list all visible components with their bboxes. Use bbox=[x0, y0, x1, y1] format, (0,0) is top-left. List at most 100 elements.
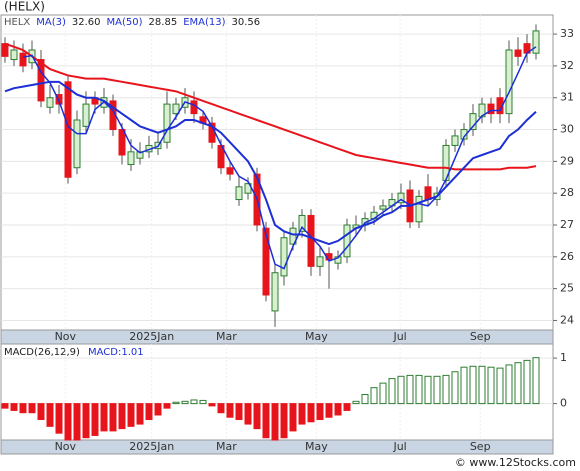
legend-text: 30.56 bbox=[232, 17, 261, 28]
candle-body bbox=[514, 49, 522, 57]
y-tick-label: 31 bbox=[560, 91, 574, 104]
x-tick-label: May bbox=[305, 440, 328, 453]
ma-line bbox=[4, 80, 537, 246]
x-tick-label: Nov bbox=[55, 440, 77, 453]
macd-bar bbox=[1, 403, 9, 409]
macd-bar bbox=[316, 403, 324, 421]
macd-bar bbox=[343, 403, 351, 411]
candle-body bbox=[37, 59, 45, 102]
macd-bar bbox=[460, 366, 468, 405]
candle-body bbox=[118, 129, 126, 156]
y-tick-label: 26 bbox=[560, 250, 574, 263]
macd-bar bbox=[451, 371, 459, 405]
candle-body bbox=[379, 205, 387, 210]
macd-bar bbox=[514, 362, 522, 405]
macd-bar bbox=[352, 400, 360, 405]
x-tick-label: Jul bbox=[392, 330, 406, 343]
candle-body bbox=[487, 103, 495, 115]
macd-bar bbox=[10, 403, 18, 411]
y-tick-label: 25 bbox=[560, 282, 574, 295]
candle-body bbox=[397, 192, 405, 204]
macd-bar bbox=[334, 403, 342, 416]
macd-bar bbox=[181, 400, 189, 405]
y-tick-label: 28 bbox=[560, 186, 574, 199]
y-tick-label: 24 bbox=[560, 313, 574, 326]
macd-bar bbox=[73, 403, 81, 441]
candle-body bbox=[226, 167, 234, 175]
macd-value: MACD:1.01 bbox=[88, 347, 144, 358]
macd-bar bbox=[406, 374, 414, 405]
macd-bar bbox=[172, 401, 180, 405]
candle-body bbox=[1, 43, 9, 57]
candle-body bbox=[46, 97, 54, 108]
y-tick-label: 27 bbox=[560, 218, 574, 231]
macd-bar bbox=[307, 403, 315, 423]
y-tick-label: 30 bbox=[560, 123, 574, 136]
candle-body bbox=[298, 214, 306, 232]
candle-body bbox=[127, 151, 135, 166]
y-tick-label: 0 bbox=[560, 397, 567, 410]
macd-bar bbox=[208, 403, 216, 407]
x-tick-label: 2025Jan bbox=[129, 440, 174, 453]
macd-bar bbox=[433, 375, 441, 405]
candle-body bbox=[10, 49, 18, 61]
macd-bar bbox=[532, 357, 540, 405]
macd-bar bbox=[19, 403, 27, 414]
macd-bar bbox=[37, 403, 45, 421]
macd-bar bbox=[262, 403, 270, 439]
candle-body bbox=[280, 237, 288, 277]
macd-bar bbox=[190, 399, 198, 405]
x-tick-label: Mar bbox=[216, 330, 237, 343]
macd-bar bbox=[280, 403, 288, 439]
macd-bar bbox=[271, 403, 279, 441]
macd-bar bbox=[496, 367, 504, 405]
legend-text: MA(50) bbox=[107, 17, 143, 28]
x-tick-label: May bbox=[305, 330, 328, 343]
macd-bar bbox=[361, 394, 369, 405]
macd-bar bbox=[28, 403, 36, 414]
legend-text: HELX bbox=[4, 17, 30, 28]
macd-bar bbox=[136, 403, 144, 425]
macd-bar bbox=[109, 403, 117, 432]
x-tick-label: Sep bbox=[470, 330, 491, 343]
candle-body bbox=[469, 113, 477, 131]
macd-bar bbox=[154, 403, 162, 416]
macd-bar bbox=[199, 399, 207, 405]
macd-bar bbox=[379, 382, 387, 405]
y-tick-label: 32 bbox=[560, 59, 574, 72]
macd-bar bbox=[505, 364, 513, 405]
ma-line bbox=[22, 46, 537, 270]
macd-bar bbox=[163, 403, 171, 409]
candle-body bbox=[64, 81, 72, 178]
candle-body bbox=[451, 135, 459, 146]
macd-bar bbox=[82, 403, 90, 439]
macd-bar bbox=[388, 378, 396, 405]
macd-label: MACD(26,12,9) bbox=[4, 347, 80, 358]
x-tick-label: 2025Jan bbox=[129, 330, 174, 343]
macd-bar bbox=[118, 403, 126, 430]
candle-body bbox=[307, 214, 315, 267]
candle-body bbox=[289, 227, 297, 245]
candle-body bbox=[19, 52, 27, 67]
legend-text: EMA(13) bbox=[183, 17, 225, 28]
footer: © www.12Stocks.com bbox=[455, 456, 576, 469]
x-tick-label: Jul bbox=[392, 440, 406, 453]
legend-text: 28.85 bbox=[149, 17, 178, 28]
x-tick-label: Mar bbox=[216, 440, 237, 453]
candle-body bbox=[415, 195, 423, 223]
macd-bar bbox=[523, 359, 531, 405]
candle-body bbox=[343, 224, 351, 258]
candle-body bbox=[271, 272, 279, 312]
macd-bar bbox=[217, 403, 225, 414]
candle-body bbox=[163, 103, 171, 143]
macd-bar bbox=[226, 403, 234, 418]
macd-bar bbox=[55, 403, 63, 434]
candle-body bbox=[505, 49, 513, 115]
macd-bar bbox=[64, 403, 72, 441]
legend-text: MA(3) bbox=[36, 17, 66, 28]
y-tick-label: 1 bbox=[560, 351, 567, 364]
candle-body bbox=[82, 103, 90, 127]
x-tick-label: Sep bbox=[470, 440, 491, 453]
chart-title: (HELX) bbox=[4, 0, 45, 14]
candle-body bbox=[424, 186, 432, 201]
